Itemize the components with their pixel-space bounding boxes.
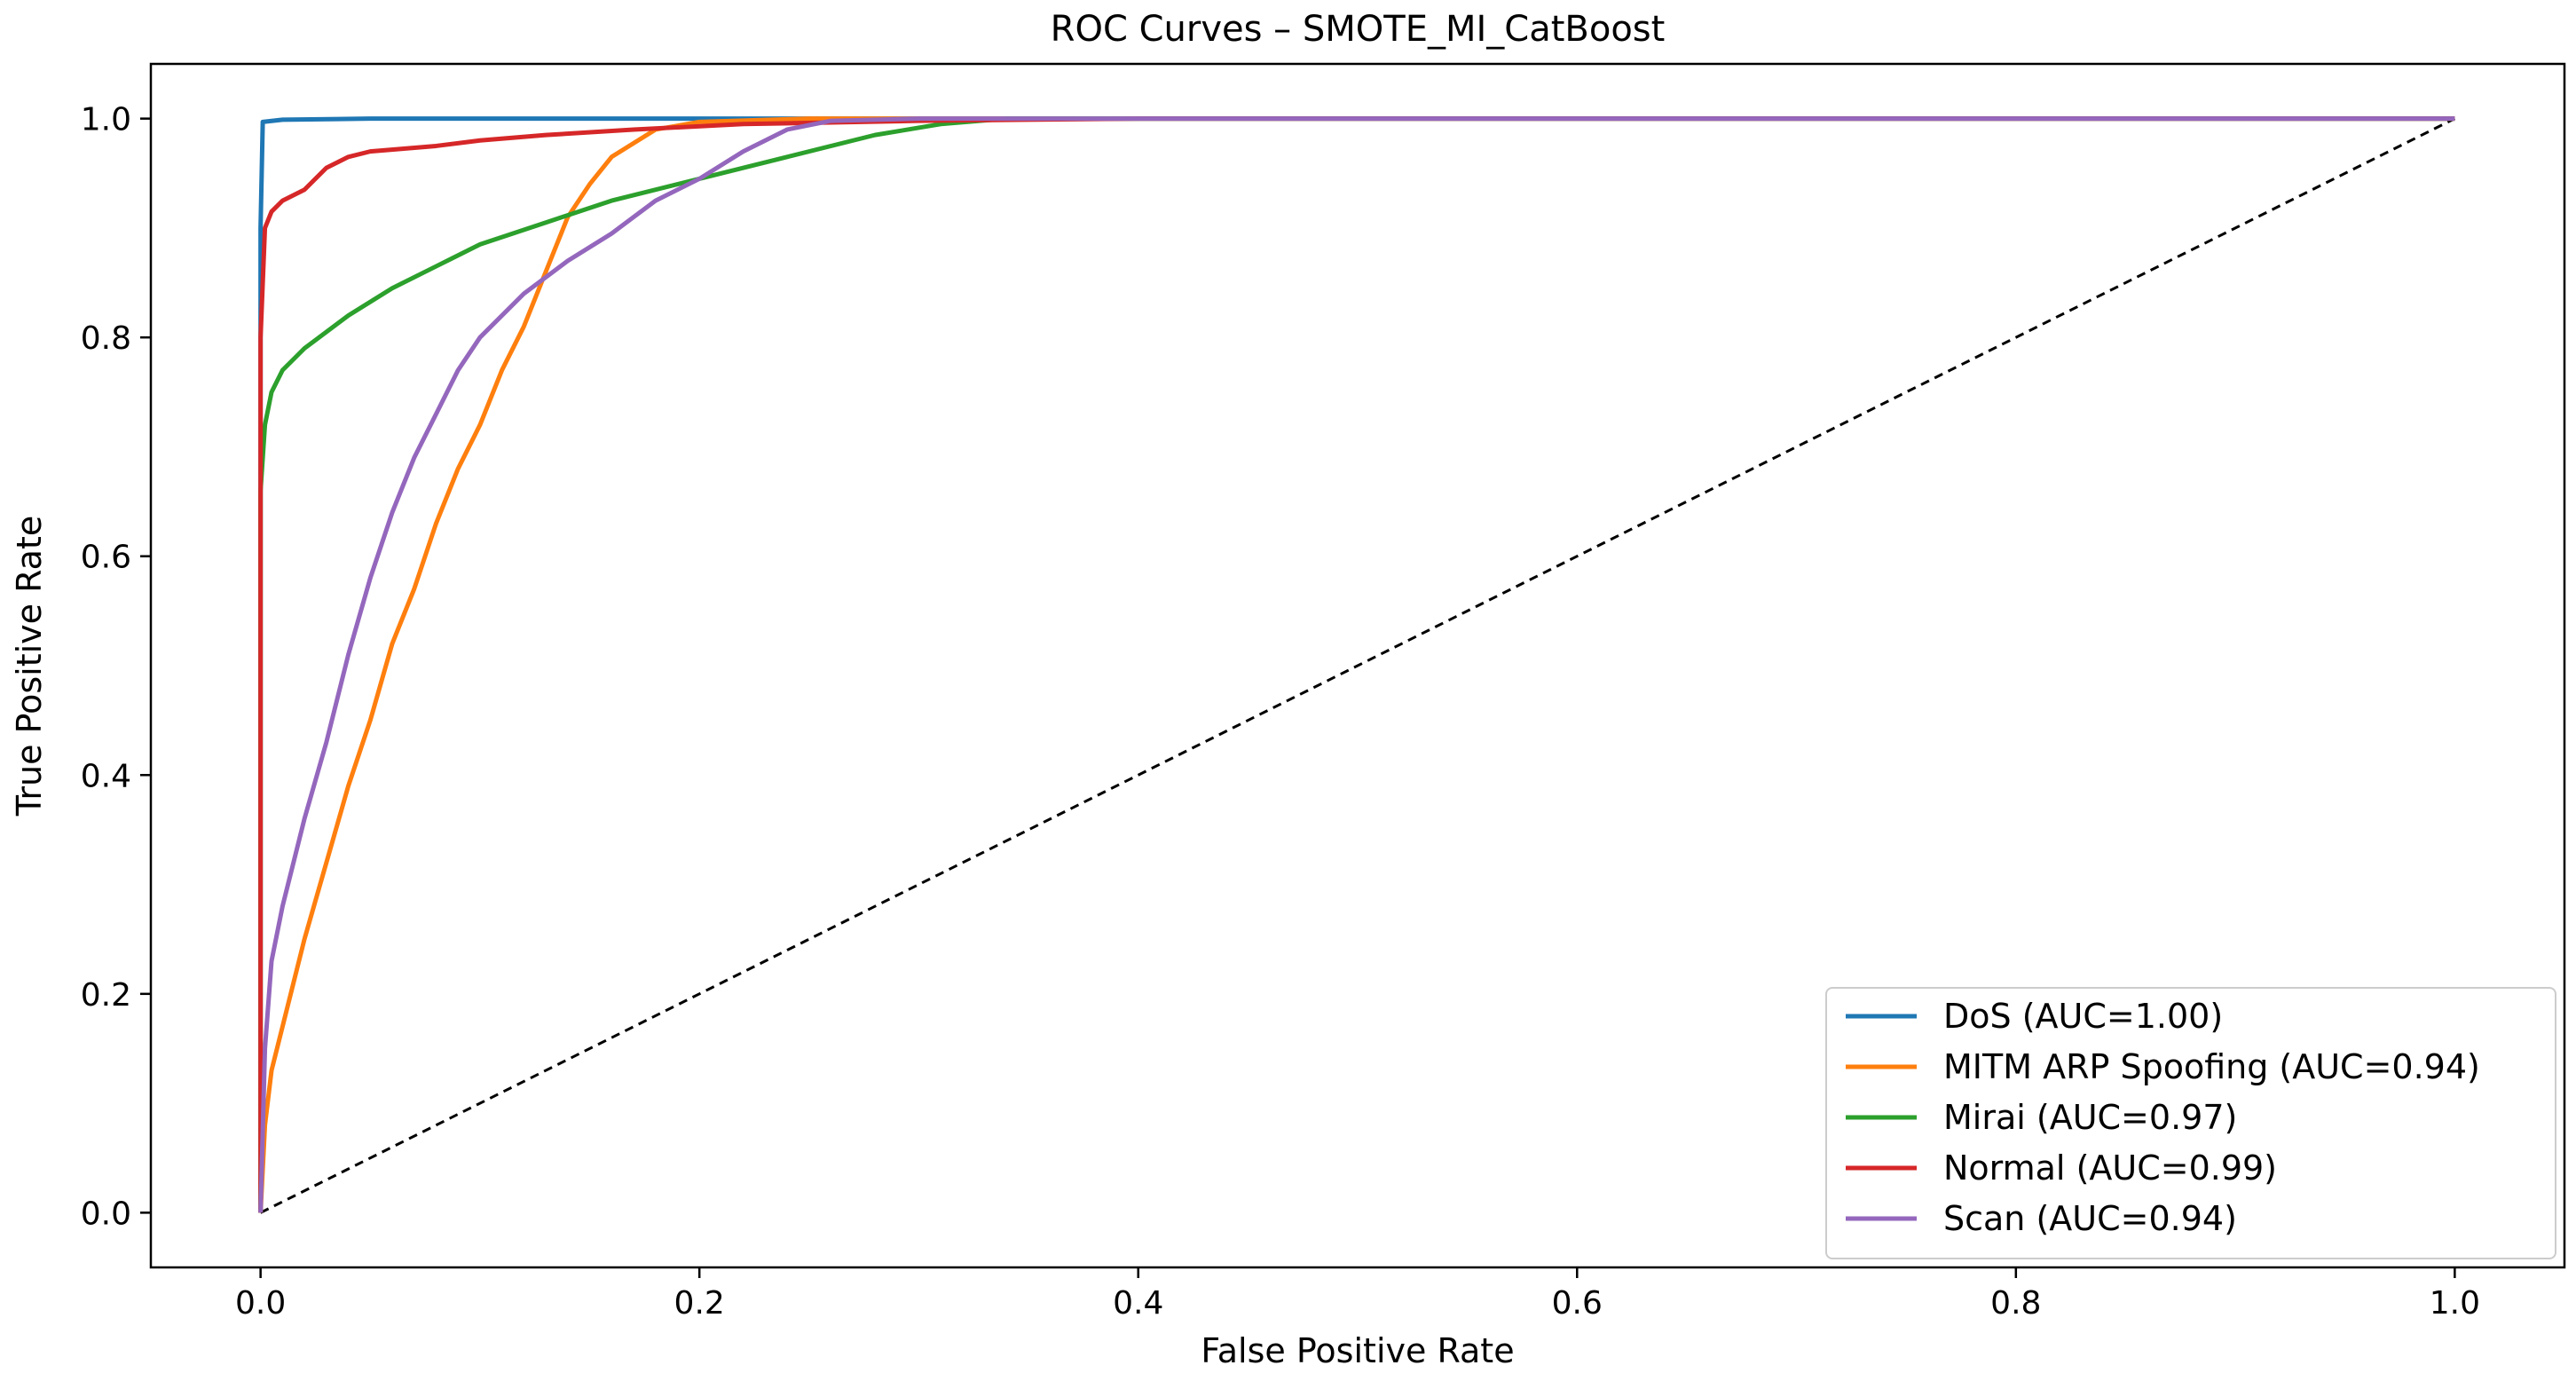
roc-curve-series-4 bbox=[258, 116, 2455, 1213]
legend-label: DoS (AUC=1.00) bbox=[1943, 997, 2223, 1036]
legend: DoS (AUC=1.00) MITM ARP Spoofing (AUC=0.9… bbox=[1825, 987, 2556, 1259]
x-tick-label: 0.8 bbox=[1990, 1285, 2041, 1322]
roc-curve-series-5 bbox=[258, 116, 2455, 1213]
plot-area bbox=[258, 116, 2456, 1214]
y-axis-label: True Positive Rate bbox=[10, 516, 49, 817]
legend-box bbox=[1825, 987, 2556, 1259]
roc-curve-series-2 bbox=[258, 116, 2455, 1213]
chance-reference-line bbox=[259, 117, 2456, 1214]
y-tick-label: 1.0 bbox=[81, 102, 131, 138]
legend-label: MITM ARP Spoofing (AUC=0.94) bbox=[1943, 1047, 2480, 1086]
x-tick-label: 0.4 bbox=[1113, 1285, 1163, 1322]
x-axis-ticks: 0.0 0.2 0.4 0.6 0.8 1.0 bbox=[235, 1267, 2480, 1322]
x-tick-label: 0.2 bbox=[674, 1285, 725, 1322]
legend-label: Normal (AUC=0.99) bbox=[1943, 1148, 2277, 1188]
roc-curve-series-3 bbox=[258, 116, 2455, 1213]
x-tick-label: 1.0 bbox=[2430, 1285, 2480, 1322]
chart-title: ROC Curves – SMOTE_MI_CatBoost bbox=[1051, 9, 1666, 50]
legend-label: Scan (AUC=0.94) bbox=[1943, 1199, 2237, 1238]
x-axis-label: False Positive Rate bbox=[1201, 1331, 1514, 1370]
y-tick-label: 0.4 bbox=[81, 758, 131, 794]
y-axis-ticks: 0.0 0.2 0.4 0.6 0.8 1.0 bbox=[81, 102, 151, 1232]
y-tick-label: 0.8 bbox=[81, 320, 131, 357]
y-tick-label: 0.2 bbox=[81, 977, 131, 1014]
legend-label: Mirai (AUC=0.97) bbox=[1943, 1098, 2237, 1137]
x-tick-label: 0.6 bbox=[1552, 1285, 1603, 1322]
y-tick-label: 0.0 bbox=[81, 1196, 131, 1232]
y-tick-label: 0.6 bbox=[81, 540, 131, 576]
x-tick-label: 0.0 bbox=[235, 1285, 286, 1322]
plot-frame bbox=[149, 62, 2566, 1269]
